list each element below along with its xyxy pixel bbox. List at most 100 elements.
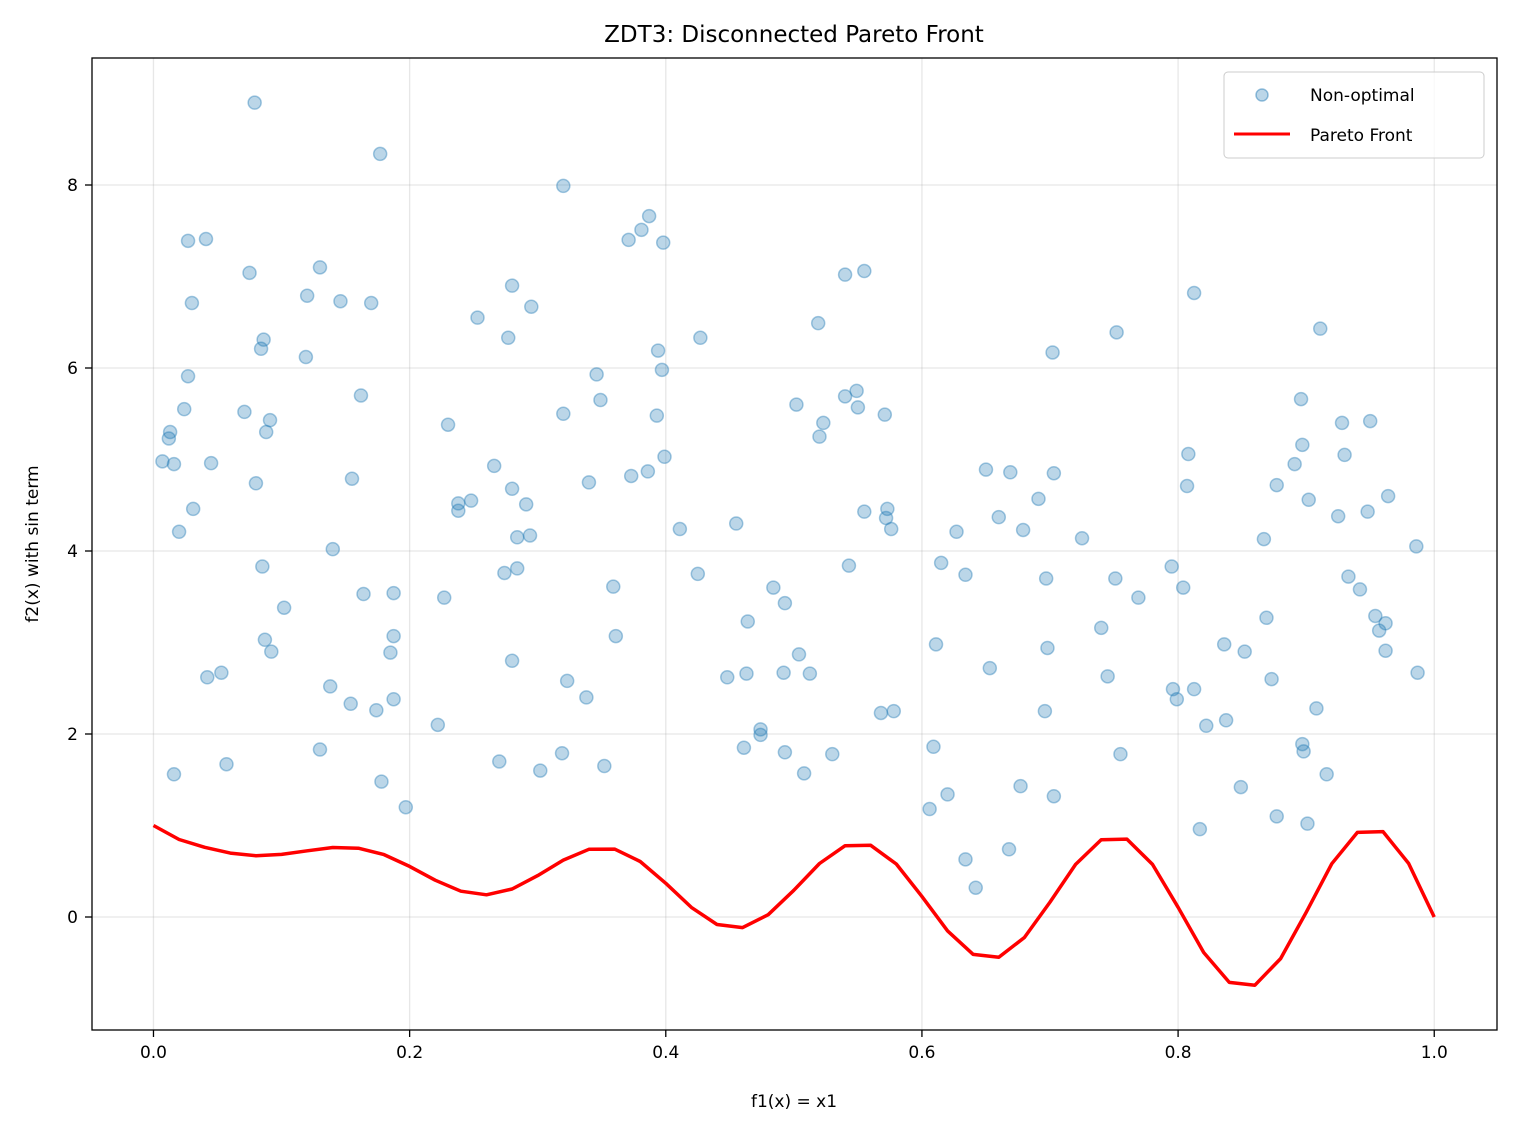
x-tick-label: 0.8: [1165, 1043, 1192, 1063]
scatter-point: [1378, 643, 1393, 658]
scatter-point: [1371, 623, 1387, 638]
scatter-point: [1259, 610, 1274, 626]
scatter-point: [1175, 580, 1191, 595]
scatter-point: [693, 330, 708, 346]
scatter-point: [383, 645, 398, 660]
y-axis-label: f2(x) with sin term: [23, 465, 43, 622]
scatter-point: [1169, 691, 1185, 707]
scatter-point: [166, 456, 182, 472]
scatter-point: [1237, 644, 1252, 659]
scatter-point: [185, 501, 201, 517]
scatter-point: [440, 417, 456, 432]
scatter-point: [841, 558, 857, 573]
scatter-point: [1001, 842, 1017, 857]
scatter-point: [1046, 465, 1062, 481]
scatter-point: [1186, 285, 1202, 301]
scatter-point: [1264, 671, 1279, 687]
scatter-point: [690, 566, 706, 582]
scatter-point: [857, 263, 872, 279]
scatter-point: [740, 614, 756, 629]
scatter-point: [1015, 522, 1031, 538]
scatter-point: [621, 232, 636, 248]
scatter-point: [753, 722, 768, 737]
scatter-point: [1100, 669, 1115, 684]
scatter-point: [203, 455, 219, 471]
scatter-point: [333, 293, 348, 309]
scatter-point: [777, 595, 793, 611]
scatter-point: [299, 288, 315, 303]
scatter-point: [356, 586, 371, 602]
scatter-point: [880, 501, 895, 517]
scatter-point: [810, 315, 826, 331]
scatter-point: [650, 343, 666, 358]
scatter-point: [1296, 744, 1311, 759]
scatter-point: [180, 368, 196, 384]
scatter-point: [161, 431, 177, 446]
scatter-point: [1301, 492, 1316, 508]
scatter-point: [1109, 325, 1124, 340]
chart-title: ZDT3: Disconnected Pareto Front: [604, 22, 984, 48]
x-tick-label: 0.2: [396, 1043, 423, 1063]
scatter-point: [343, 696, 358, 712]
scatter-point: [958, 852, 973, 867]
scatter-point: [655, 235, 671, 250]
scatter-point: [1046, 788, 1062, 804]
x-axis-ticks: 0.0 0.2 0.4 0.6 0.8 1.0: [140, 1030, 1448, 1063]
scatter-point: [1362, 413, 1378, 429]
scatter-point: [1074, 530, 1090, 546]
scatter-point: [1038, 571, 1054, 586]
scatter-point: [1216, 637, 1232, 652]
scatter-point: [509, 561, 525, 576]
y-tick-label: 6: [67, 359, 78, 379]
scatter-point: [500, 330, 516, 346]
scatter-point: [1295, 437, 1310, 453]
scatter-point: [247, 95, 262, 110]
scatter-point: [276, 600, 292, 615]
scatter-point: [991, 509, 1007, 525]
scatter-point: [344, 471, 360, 486]
legend-marker-non-optimal: [1255, 88, 1269, 102]
scatter-series-non-optimal: [155, 95, 1425, 895]
scatter-point: [214, 665, 229, 680]
scatter-point: [386, 628, 401, 644]
scatter-point: [933, 555, 949, 571]
scatter-point: [878, 510, 894, 526]
scatter-point: [776, 665, 791, 680]
scatter-point: [237, 404, 252, 420]
scatter-point: [298, 349, 314, 365]
scatter-point: [374, 774, 389, 789]
scatter-point: [1309, 701, 1324, 716]
legend-label-non-optimal: Non-optimal: [1310, 86, 1415, 106]
scatter-point: [1269, 809, 1284, 824]
scatter-point: [922, 801, 937, 817]
scatter-point: [1380, 488, 1396, 504]
x-tick-label: 0.4: [652, 1043, 679, 1063]
scatter-point: [739, 666, 754, 681]
scatter-point: [522, 528, 538, 543]
y-tick-label: 4: [67, 542, 78, 562]
scatter-point: [802, 666, 818, 681]
scatter-point: [837, 389, 853, 404]
scatter-point: [1013, 778, 1028, 794]
scatter-point: [1093, 620, 1109, 636]
scatter-point: [608, 628, 624, 644]
scatter-point: [640, 464, 656, 479]
scatter-point: [1181, 446, 1196, 462]
scatter-point: [166, 767, 182, 782]
scatter-point: [353, 388, 369, 403]
scatter-point: [257, 632, 273, 648]
scatter-point: [968, 880, 983, 895]
scatter-point: [877, 407, 893, 422]
scatter-point: [556, 178, 571, 194]
scatter-point: [606, 579, 621, 594]
scatter-point: [509, 530, 525, 545]
scatter-point: [1192, 821, 1208, 837]
scatter-point: [581, 475, 597, 490]
scatter-point: [1330, 508, 1346, 524]
scatter-point: [1179, 478, 1195, 494]
scatter-point: [1165, 681, 1181, 697]
scatter-point: [219, 756, 234, 772]
scatter-point: [641, 208, 657, 224]
scatter-point: [1113, 746, 1128, 762]
scatter-point: [1300, 816, 1315, 831]
